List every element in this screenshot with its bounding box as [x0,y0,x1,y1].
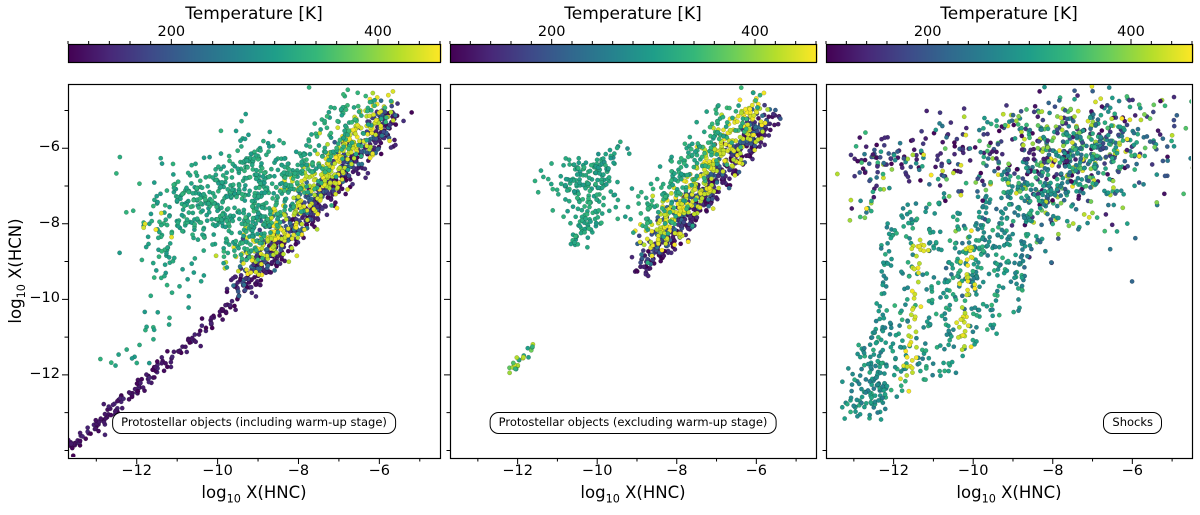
colorbar-tick-label: 400 [741,24,769,40]
x-tick-label: −12 [878,463,909,479]
x-tick-label: −8 [666,463,688,479]
colorbar-tick-label: 400 [1117,24,1145,40]
x-tick-label: −6 [745,463,767,479]
x-axis-label: log10 X(HNC) [201,483,307,506]
x-tick-label: −10 [957,463,989,479]
colorbar-tick-label: 200 [157,24,186,40]
x-tick-label: −12 [121,463,153,479]
x-tick-label: −8 [287,463,310,479]
x-tick-label: −6 [368,463,391,479]
x-tick-label: −8 [1042,463,1064,479]
colorbar-title: Temperature [K] [564,4,702,24]
x-tick-label: −6 [1121,463,1143,479]
x-axis-label: log10 X(HNC) [956,483,1062,506]
x-tick-label: −10 [202,463,233,479]
x-tick-label: −10 [581,463,613,479]
y-axis-label: log10 X(HCN) [5,218,29,324]
legend-box-shocks: Shocks [1103,412,1162,434]
x-tick-label: −12 [502,463,533,479]
colorbar-tick-label: 200 [913,24,942,40]
colorbar-tick-label: 200 [537,24,566,40]
colorbar-title: Temperature [K] [185,4,323,24]
y-tick-label: −12 [29,365,60,382]
colorbar-title: Temperature [K] [940,4,1078,24]
colorbar-tick-label: 400 [364,24,392,40]
legend-box-protostellar-including-warmup: Protostellar objects (including warm-up … [112,412,396,434]
y-tick-label: −10 [29,290,60,307]
legend-box-protostellar-excluding-warmup: Protostellar objects (excluding warm-up … [489,412,777,434]
x-axis-label: log10 X(HNC) [580,483,686,506]
y-tick-label: −8 [38,214,60,231]
y-tick-label: −6 [38,139,60,156]
